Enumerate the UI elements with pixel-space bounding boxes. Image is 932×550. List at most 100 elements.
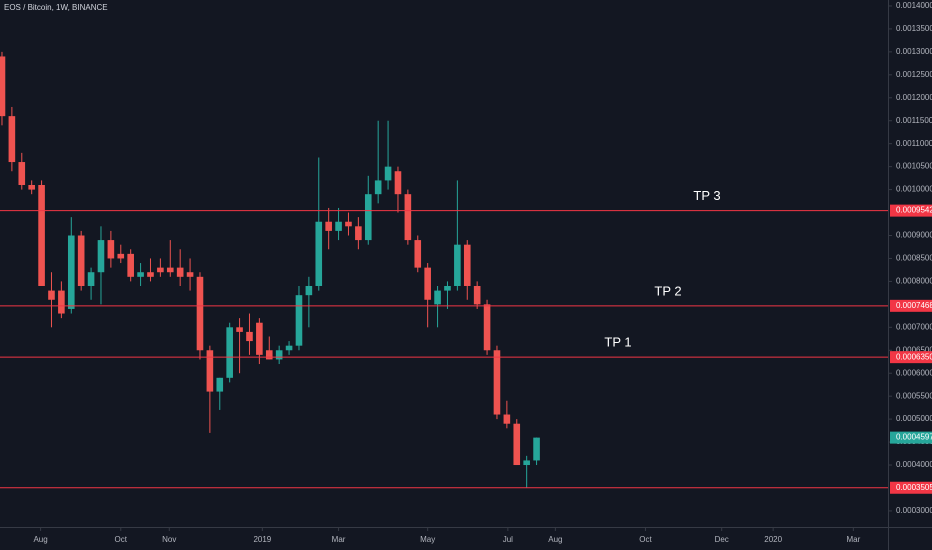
candle-body xyxy=(493,350,501,415)
candle-body xyxy=(424,267,431,300)
y-tick-label: 0.0012000 xyxy=(896,93,932,102)
annotation: TP 2 xyxy=(654,283,681,298)
candle-body xyxy=(117,253,125,259)
x-tick-label: 2019 xyxy=(253,535,271,544)
candle-body xyxy=(87,272,95,286)
candle-body xyxy=(364,194,372,241)
candle-body xyxy=(216,377,224,392)
candle-body xyxy=(463,244,471,286)
candle-body xyxy=(454,244,461,286)
candle-body xyxy=(166,267,174,273)
y-tick-label: 0.0008500 xyxy=(896,254,932,263)
chart-title: EOS / Bitcoin, 1W, BINANCE xyxy=(4,3,108,12)
x-tick-label: Mar xyxy=(846,535,860,544)
candle-body xyxy=(8,116,16,163)
y-tick-label: 0.0013000 xyxy=(896,47,932,56)
annotation: TP 3 xyxy=(693,188,720,203)
candle-body xyxy=(58,290,65,314)
candle-body xyxy=(374,180,382,195)
candle-body xyxy=(483,304,491,351)
y-tick-label: 0.0010000 xyxy=(896,185,932,194)
price-label: 0.0009542 xyxy=(896,206,932,215)
x-tick-label: Aug xyxy=(33,535,47,544)
candle-body xyxy=(107,240,115,259)
price-label: 0.0006350 xyxy=(896,352,932,361)
y-tick-label: 0.0005000 xyxy=(896,414,932,423)
candle-body xyxy=(28,185,35,190)
y-tick-label: 0.0007000 xyxy=(896,322,932,331)
x-tick-label: Oct xyxy=(639,535,652,544)
candle-body xyxy=(414,240,422,268)
price-label-box xyxy=(890,299,932,312)
x-tick-label: May xyxy=(420,535,435,544)
candle-body xyxy=(196,276,204,351)
y-tick-label: 0.0004000 xyxy=(896,460,932,469)
candle-body xyxy=(67,235,75,309)
y-tick-label: 0.0009000 xyxy=(896,231,932,240)
price-label: 0.0003505 xyxy=(896,483,932,492)
y-tick-label: 0.0012500 xyxy=(896,70,932,79)
candle-body xyxy=(77,235,85,286)
candle-body xyxy=(394,171,402,195)
last-price-label: 0.0004597 xyxy=(896,433,932,442)
y-tick-label: 0.0011500 xyxy=(896,116,932,125)
candle-body xyxy=(265,350,273,360)
candle-body xyxy=(384,166,392,181)
price-label: 0.0007468 xyxy=(896,301,932,310)
candle-body xyxy=(186,272,194,277)
y-tick-label: 0.0006000 xyxy=(896,368,932,377)
x-tick-label: Jul xyxy=(503,535,513,544)
x-tick-label: Aug xyxy=(548,535,562,544)
candle-body xyxy=(127,253,134,277)
x-tick-label: Dec xyxy=(715,535,729,544)
candle-body xyxy=(236,327,243,332)
candle-body xyxy=(513,423,521,466)
candle-body xyxy=(18,162,26,186)
candle-body xyxy=(315,221,323,286)
price-label-box xyxy=(890,351,932,364)
candle-body xyxy=(256,322,263,355)
y-tick-label: 0.0006500 xyxy=(896,345,932,354)
y-tick-label: 0.0003000 xyxy=(896,506,932,515)
candle-body xyxy=(275,350,283,360)
candle-body xyxy=(345,221,352,227)
y-tick-label: 0.0014000 xyxy=(896,1,932,10)
candle-body xyxy=(355,226,362,241)
x-tick-label: Mar xyxy=(332,535,346,544)
x-tick-label: 2020 xyxy=(764,535,782,544)
annotation: TP 1 xyxy=(604,335,631,350)
price-label-box xyxy=(890,204,932,217)
candle-body xyxy=(147,272,154,277)
candle-body xyxy=(533,437,540,461)
candle-body xyxy=(335,221,342,231)
candle-body xyxy=(97,240,105,273)
candle-body xyxy=(305,285,313,296)
y-tick-label: 0.0008000 xyxy=(896,277,932,286)
candle-body xyxy=(246,331,253,342)
last-price-box xyxy=(890,431,932,444)
candle-body xyxy=(523,460,530,466)
y-tick-label: 0.0011000 xyxy=(896,139,932,148)
candle-body xyxy=(404,194,412,241)
candle-body xyxy=(206,350,214,392)
x-tick-label: Oct xyxy=(115,535,128,544)
candle-body xyxy=(157,267,164,273)
price-label-box xyxy=(890,481,932,494)
x-tick-label: Nov xyxy=(162,535,176,544)
candle-body xyxy=(444,285,451,291)
candle-body xyxy=(176,267,184,277)
candle-body xyxy=(38,185,45,286)
y-tick-label: 0.0005500 xyxy=(896,391,932,400)
y-tick-label: 0.0010500 xyxy=(896,162,932,171)
candle-body xyxy=(434,290,441,305)
candle-body xyxy=(226,327,233,378)
candle-body xyxy=(473,285,481,305)
y-tick-label: 0.0013500 xyxy=(896,24,932,33)
candle-body xyxy=(0,56,6,117)
candle-body xyxy=(137,272,144,277)
candle-body xyxy=(295,295,303,346)
candle-body xyxy=(325,221,332,231)
candle-body xyxy=(285,345,293,351)
